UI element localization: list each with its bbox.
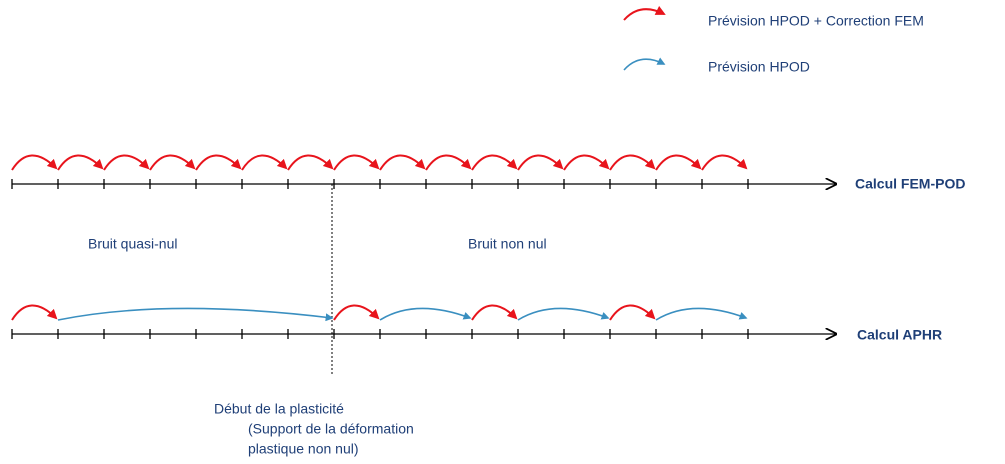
red-arrow (379, 154, 426, 171)
blue-arrow (379, 307, 472, 321)
red-arrow (517, 154, 564, 171)
legend-red-arrow (623, 5, 666, 21)
timeline-label: Calcul APHR (857, 327, 942, 343)
annotation-line: Début de la plasticité (214, 401, 344, 417)
red-arrow (195, 154, 242, 171)
red-arrow (103, 154, 150, 171)
red-arrow (425, 154, 472, 171)
legend-blue-arrow (623, 57, 666, 71)
timelines (11, 154, 836, 339)
annotation-line: plastique non nul) (248, 441, 359, 457)
red-arrow (333, 154, 380, 171)
red-arrow (11, 154, 58, 171)
annotation-line: (Support de la déformation (248, 421, 414, 437)
legend-label: Prévision HPOD + Correction FEM (708, 13, 924, 29)
blue-arrow (517, 307, 610, 321)
red-arrow (241, 154, 288, 171)
legend-label: Prévision HPOD (708, 59, 810, 75)
red-arrow (609, 304, 656, 321)
region-label: Bruit non nul (468, 236, 547, 252)
red-arrow (471, 154, 518, 171)
red-arrow (149, 154, 196, 171)
red-arrow (563, 154, 610, 171)
timeline-label: Calcul FEM-POD (855, 176, 965, 192)
blue-arrow (655, 307, 748, 321)
red-arrow (11, 304, 58, 321)
red-arrow (701, 154, 748, 171)
region-label: Bruit quasi-nul (88, 236, 178, 252)
red-arrow (287, 154, 334, 171)
blue-arrow (57, 307, 334, 322)
red-arrow (655, 154, 702, 171)
red-arrow (57, 154, 104, 171)
red-arrow (609, 154, 656, 171)
red-arrow (333, 304, 380, 321)
red-arrow (471, 304, 518, 321)
